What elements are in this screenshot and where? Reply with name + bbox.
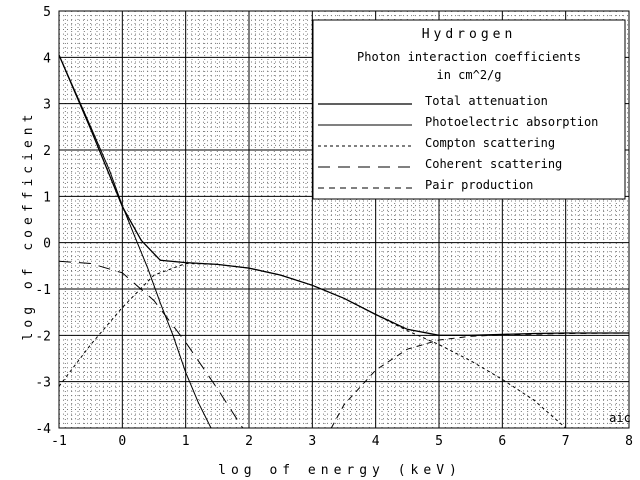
legend-title: Hydrogen <box>422 27 517 42</box>
x-tick-label: 1 <box>182 434 190 449</box>
legend-subtitle-line2: in cm^2/g <box>436 68 501 82</box>
y-tick-label: 0 <box>43 237 51 252</box>
plot-frame <box>58 10 630 429</box>
y-tick-label: 2 <box>43 144 51 159</box>
legend-label: Compton scattering <box>425 136 555 150</box>
x-tick-label: 4 <box>372 434 380 449</box>
x-axis-label: log of energy (keV) <box>218 463 462 478</box>
y-tick-label: -1 <box>35 283 51 298</box>
legend-label: Coherent scattering <box>425 157 562 171</box>
legend-subtitle-line1: Photon interaction coefficients <box>357 50 581 64</box>
legend-box <box>312 19 626 200</box>
y-tick-label: -3 <box>35 376 51 391</box>
x-tick-label: 6 <box>498 434 506 449</box>
y-axis-label: log of coefficient <box>21 110 36 341</box>
x-tick-label: 7 <box>562 434 570 449</box>
y-tick-label: 4 <box>43 51 51 66</box>
x-tick-label: -1 <box>51 434 67 449</box>
series-line-pair-production <box>330 332 629 428</box>
x-tick-label: 8 <box>625 434 633 449</box>
x-tick-label: 2 <box>245 434 253 449</box>
y-tick-label: 3 <box>43 98 51 113</box>
x-tick-label: 3 <box>308 434 316 449</box>
legend-label: Photoelectric absorption <box>425 115 598 129</box>
legend-label: Pair production <box>425 178 533 192</box>
series-lines <box>59 54 629 428</box>
x-tick-label: 5 <box>435 434 443 449</box>
y-tick-label: 1 <box>43 190 51 205</box>
legend: Hydrogen Photon interaction coefficients… <box>312 19 626 200</box>
x-tick-label: 0 <box>118 434 126 449</box>
legend-entries: Total attenuation Photoelectric absorptio… <box>318 94 598 192</box>
legend-label: Total attenuation <box>425 94 548 108</box>
y-tick-labels: -4 -3 -2 -1 0 1 2 3 4 5 <box>35 5 51 437</box>
series-line-coherent-scattering <box>59 260 244 428</box>
y-tick-label: -4 <box>35 422 51 437</box>
y-tick-label: 5 <box>43 5 51 20</box>
y-tick-label: -2 <box>35 329 51 344</box>
annotation-aic: aic <box>609 411 631 425</box>
x-tick-labels: -1 0 1 2 3 4 5 6 7 8 <box>51 434 633 449</box>
series-line-photoelectric-absorption <box>59 54 212 428</box>
